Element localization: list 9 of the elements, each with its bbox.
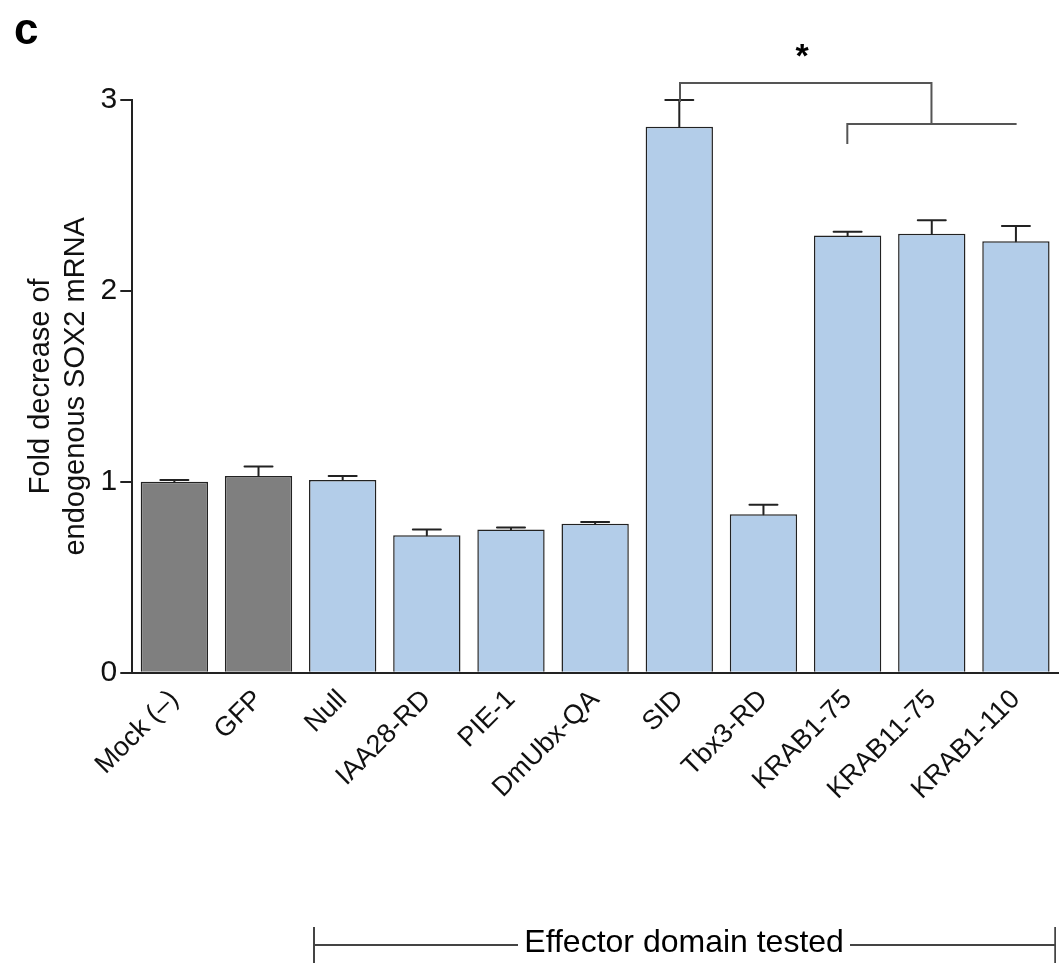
text: Effector domain tested [518, 923, 850, 960]
y-tick-label: 0 [100, 653, 118, 687]
y-tick-label: 1 [100, 463, 118, 497]
y-tick-label: 3 [100, 81, 118, 115]
y-axis-title: Fold decrease of endogenous SOX2 mRNA [23, 216, 91, 556]
y-tick-label: 2 [100, 272, 118, 306]
text: * [795, 36, 809, 75]
x-tick-label: SID [635, 683, 689, 737]
chart-title: c [14, 4, 39, 54]
